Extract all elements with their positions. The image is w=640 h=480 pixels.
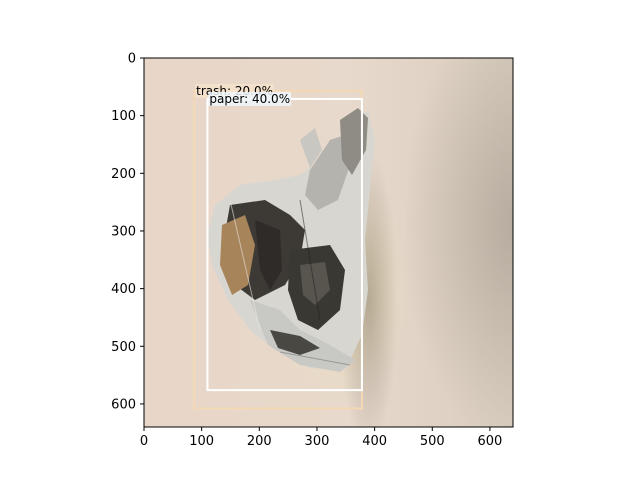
- y-tick-label: 400: [111, 282, 136, 297]
- x-axis: 0 100 200 300 400 500 600: [140, 427, 502, 449]
- x-tick-label: 500: [420, 434, 445, 449]
- detection-1: paper: 40.0%: [206, 91, 363, 392]
- detection-label-bg: [208, 91, 292, 106]
- y-tick-label: 600: [111, 397, 136, 412]
- photo-crumpled-newspaper: [144, 58, 513, 427]
- x-tick-label: 300: [305, 434, 330, 449]
- detection-label: paper: 40.0%: [209, 92, 290, 106]
- x-tick-label: 0: [140, 434, 148, 449]
- x-tick-label: 600: [478, 434, 503, 449]
- x-tick-label: 100: [189, 434, 214, 449]
- y-tick-label: 500: [111, 340, 136, 355]
- x-tick-label: 400: [362, 434, 387, 449]
- y-tick-label: 300: [111, 224, 136, 239]
- y-tick-label: 0: [128, 52, 136, 67]
- y-tick-label: 100: [111, 109, 136, 124]
- detection-overlay: trash: 20.0%paper: 40.0%: [193, 83, 363, 410]
- y-axis: 0 100 200 300 400 500 600: [111, 52, 144, 412]
- axes-frame: [143, 57, 514, 428]
- x-tick-label: 200: [247, 434, 272, 449]
- y-tick-label: 200: [111, 167, 136, 182]
